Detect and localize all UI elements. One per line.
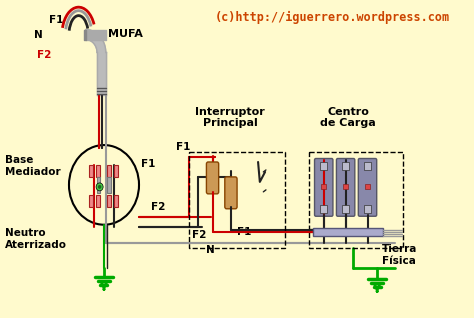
- Text: Centro
de Carga: Centro de Carga: [320, 107, 376, 128]
- Circle shape: [98, 185, 101, 189]
- Text: F1: F1: [237, 227, 251, 237]
- FancyBboxPatch shape: [315, 158, 333, 216]
- Bar: [365, 184, 370, 189]
- Bar: [114, 165, 118, 177]
- Text: N: N: [34, 30, 43, 39]
- Bar: [107, 195, 111, 207]
- Text: Tierra
Física: Tierra Física: [382, 244, 417, 266]
- Bar: [321, 184, 327, 189]
- Bar: [96, 195, 100, 207]
- Bar: [114, 195, 118, 207]
- Bar: [342, 162, 349, 170]
- Bar: [320, 205, 327, 213]
- FancyBboxPatch shape: [225, 177, 237, 209]
- Circle shape: [96, 183, 103, 191]
- Bar: [96, 165, 100, 177]
- Bar: [189, 152, 285, 248]
- Bar: [309, 152, 403, 248]
- Bar: [343, 184, 348, 189]
- Bar: [89, 195, 93, 207]
- Bar: [313, 228, 383, 236]
- Circle shape: [69, 145, 139, 225]
- Text: F2: F2: [151, 202, 165, 212]
- Text: MUFA: MUFA: [109, 29, 143, 38]
- Text: Neutro
Aterrizado: Neutro Aterrizado: [5, 228, 67, 250]
- Text: F1: F1: [49, 15, 63, 24]
- Bar: [320, 162, 327, 170]
- Text: (c)http://iguerrero.wordpress.com: (c)http://iguerrero.wordpress.com: [215, 10, 450, 24]
- Bar: [89, 165, 93, 177]
- FancyBboxPatch shape: [358, 158, 377, 216]
- Text: F1: F1: [176, 142, 190, 152]
- Bar: [108, 177, 111, 193]
- Text: Base
Mediador: Base Mediador: [5, 155, 61, 177]
- Bar: [364, 205, 371, 213]
- Text: F2: F2: [37, 51, 52, 60]
- Text: N: N: [206, 245, 215, 255]
- Bar: [342, 205, 349, 213]
- Text: F1: F1: [141, 159, 155, 169]
- Bar: [364, 162, 371, 170]
- Polygon shape: [86, 30, 106, 52]
- Bar: [97, 177, 100, 193]
- Bar: [107, 165, 111, 177]
- FancyBboxPatch shape: [206, 162, 219, 194]
- Text: F2: F2: [191, 230, 206, 240]
- FancyBboxPatch shape: [337, 158, 355, 216]
- Text: Interruptor
Principal: Interruptor Principal: [195, 107, 265, 128]
